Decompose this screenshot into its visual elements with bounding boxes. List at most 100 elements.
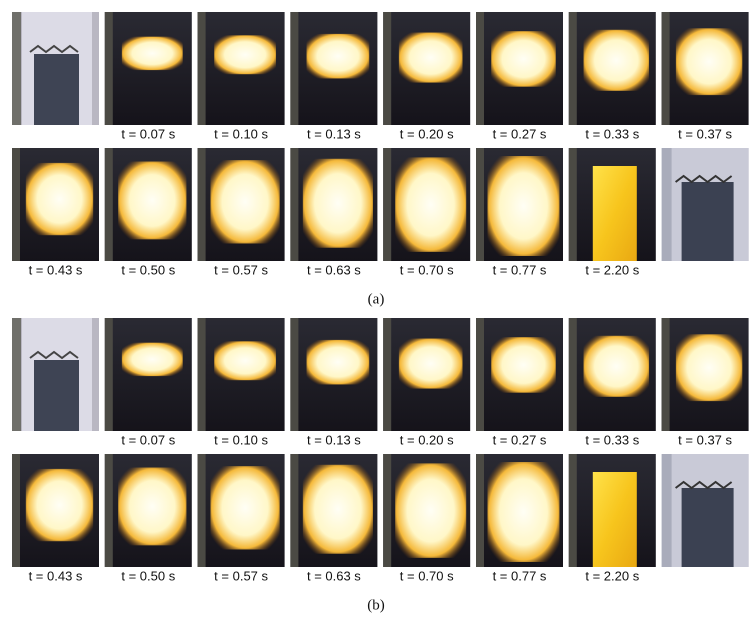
flame [118, 468, 186, 546]
flame [307, 340, 370, 385]
frame-caption: t = 0.27 s [493, 126, 547, 141]
frame [105, 454, 192, 567]
frame [662, 454, 749, 567]
flame [395, 463, 466, 557]
flame [395, 157, 466, 251]
hot-sample [593, 166, 637, 261]
flame [303, 465, 373, 554]
panel-label: (b) [367, 597, 385, 613]
panel-label: (a) [368, 291, 385, 307]
flame [676, 334, 742, 401]
frame-caption: t = 0.77 s [493, 568, 547, 583]
frame [198, 454, 285, 567]
flame [584, 336, 650, 397]
sample [34, 54, 79, 125]
frame [383, 318, 470, 431]
rail [105, 12, 113, 125]
frame-caption: t = 0.70 s [400, 568, 454, 583]
rail [476, 148, 484, 261]
flame [399, 338, 463, 388]
rail [290, 318, 298, 431]
frame [476, 148, 563, 261]
flame [307, 34, 370, 79]
flame [303, 159, 373, 248]
frame-caption: t = 0.20 s [400, 126, 454, 141]
flame [488, 462, 560, 562]
frame-caption: t = 0.63 s [307, 262, 361, 277]
flame [118, 162, 186, 240]
flame [584, 30, 650, 91]
frame-caption: t = 0.43 s [29, 568, 83, 583]
frame [105, 12, 192, 125]
frame-caption: t = 0.27 s [493, 432, 547, 447]
rail [383, 454, 391, 567]
rail [662, 12, 670, 125]
frame-caption: t = 0.10 s [214, 432, 268, 447]
hot-sample [593, 472, 637, 567]
rail [476, 12, 484, 125]
rail [569, 12, 577, 125]
sample [34, 360, 79, 431]
frame-caption: t = 0.70 s [400, 262, 454, 277]
flame [214, 341, 276, 380]
rail [662, 318, 670, 431]
flame [676, 28, 742, 95]
frame [476, 318, 563, 431]
frame-caption: t = 0.77 s [493, 262, 547, 277]
frame [12, 318, 99, 431]
frame [569, 318, 656, 431]
frame [290, 12, 377, 125]
frame [105, 148, 192, 261]
rail [569, 148, 577, 261]
rail [476, 454, 484, 567]
flame [210, 160, 279, 243]
frame [290, 148, 377, 261]
frame [569, 454, 656, 567]
flame [210, 466, 279, 549]
rail [383, 318, 391, 431]
sample [682, 182, 734, 261]
rail [12, 148, 20, 261]
rail [105, 318, 113, 431]
frame-caption: t = 0.37 s [678, 126, 732, 141]
frame-caption: t = 0.63 s [307, 568, 361, 583]
rail [105, 148, 113, 261]
frame-caption: t = 0.13 s [307, 432, 361, 447]
frame [476, 12, 563, 125]
frame-caption: t = 0.07 s [121, 126, 175, 141]
rail [198, 454, 206, 567]
frame [662, 148, 749, 261]
frame-caption: t = 0.10 s [214, 126, 268, 141]
frame-caption: t = 0.33 s [585, 126, 639, 141]
frame [383, 12, 470, 125]
frame [198, 318, 285, 431]
frame [12, 12, 99, 125]
rail [290, 454, 298, 567]
flame [399, 32, 463, 82]
flame [122, 343, 183, 377]
frame [569, 148, 656, 261]
frame [476, 454, 563, 567]
frame-caption: t = 0.07 s [121, 432, 175, 447]
frame-caption: t = 0.50 s [121, 568, 175, 583]
frame-caption: t = 0.57 s [214, 262, 268, 277]
frame [290, 454, 377, 567]
rail [383, 148, 391, 261]
flame [26, 469, 93, 541]
frame [383, 454, 470, 567]
rail [105, 454, 113, 567]
frame-caption: t = 0.43 s [29, 262, 83, 277]
rail [569, 318, 577, 431]
figure: t = 0.07 s t = 0.10 s t = 0.13 s t = 0.20 s… [0, 0, 753, 624]
rail [12, 318, 21, 431]
frame-caption: t = 0.33 s [585, 432, 639, 447]
rail [569, 454, 577, 567]
frame [198, 12, 285, 125]
frame [569, 12, 656, 125]
frame [662, 318, 749, 431]
frame-caption: t = 2.20 s [585, 262, 639, 277]
frame [198, 148, 285, 261]
rail [198, 148, 206, 261]
rail [12, 12, 21, 125]
frame [105, 318, 192, 431]
